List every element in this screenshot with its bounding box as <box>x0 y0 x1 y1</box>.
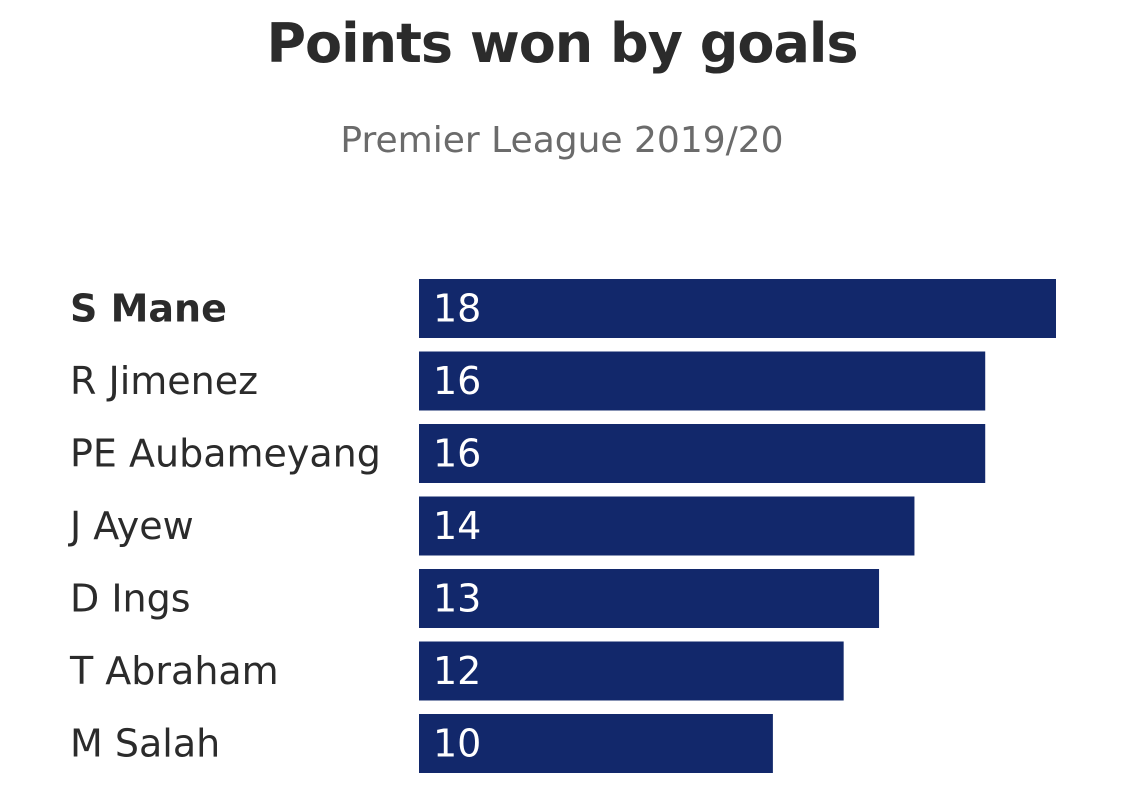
chart-title: Points won by goals <box>266 12 858 75</box>
category-label: J Ayew <box>68 504 194 548</box>
category-label: S Mane <box>70 287 227 331</box>
bar-s-mane <box>419 279 1056 338</box>
category-label: R Jimenez <box>70 359 258 403</box>
category-label: M Salah <box>70 722 220 766</box>
category-label: D Ings <box>70 577 191 621</box>
category-label: T Abraham <box>69 649 279 693</box>
category-label: PE Aubameyang <box>70 432 381 476</box>
value-label: 13 <box>433 577 481 621</box>
bar-pe-aubameyang <box>419 424 986 483</box>
bar-r-jimenez <box>419 351 986 411</box>
bar-t-abraham <box>419 641 844 701</box>
bar-j-ayew <box>419 496 915 556</box>
value-label: 18 <box>433 287 481 331</box>
chart-subtitle: Premier League 2019/20 <box>340 120 784 161</box>
bar-m-salah <box>419 714 773 773</box>
value-label: 16 <box>433 432 481 476</box>
value-label: 12 <box>433 649 481 693</box>
bar-d-ings <box>419 569 880 628</box>
value-label: 10 <box>433 722 481 766</box>
value-label: 16 <box>433 359 481 403</box>
value-label: 14 <box>433 504 481 548</box>
